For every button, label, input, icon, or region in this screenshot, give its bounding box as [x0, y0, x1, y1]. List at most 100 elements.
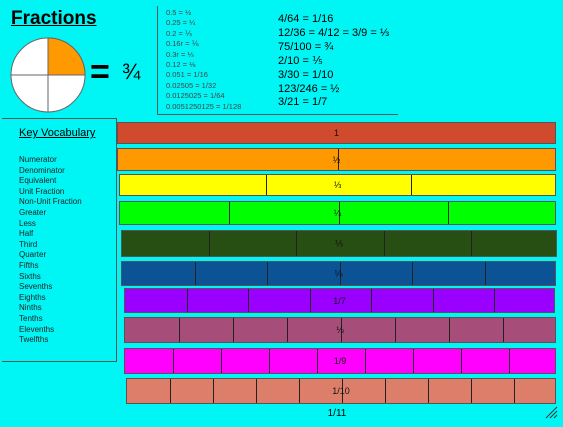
bar-divider	[342, 379, 343, 403]
decimal-equivalent: 0.0051250125 = 1/128	[166, 101, 242, 111]
equivalent-fractions-list: 4/64 = 1/16 12/36 = 4/12 = 3/9 = ⅓ 75/100 …	[278, 13, 389, 110]
decimal-equivalent: 0.12 = ⅛	[166, 60, 196, 69]
fraction-bar: ⅓	[119, 174, 556, 196]
fraction-bar-label: 1/7	[333, 295, 346, 306]
decimal-equivalent: 0.5 = ½	[166, 8, 192, 17]
bar-divider	[256, 379, 257, 403]
decimal-equivalent: 0.2 = ⅕	[166, 28, 193, 38]
equivalent-fraction: 75/100 = ¾	[278, 40, 334, 53]
bar-divider	[449, 318, 450, 342]
vocabulary-item: Ninths	[19, 303, 42, 313]
bar-divider	[509, 349, 510, 373]
fraction-bar-label: ⅕	[334, 238, 344, 248]
bar-divider	[484, 262, 486, 285]
bar-divider	[233, 318, 234, 342]
bar-divider	[209, 231, 211, 256]
vocabulary-item: Sixths	[19, 271, 41, 281]
fraction-bar-label: ½	[332, 154, 341, 165]
fraction-bar-label: 1	[333, 128, 339, 138]
vocabulary-item: Numerator	[19, 155, 57, 164]
vocabulary-title: Key Vocabulary	[19, 127, 96, 139]
decimal-equivalent: 0.16r = ⅙	[166, 39, 199, 49]
vocabulary-list: Numerator Denominator Equivalent Unit Fract…	[19, 155, 82, 346]
fraction-bar: ⅛	[124, 317, 556, 343]
bar-divider	[179, 318, 180, 342]
bar-divider	[470, 231, 472, 256]
fraction-bar-label: ⅙	[334, 268, 343, 278]
vocabulary-item: Non-Unit Fraction	[19, 197, 82, 207]
bar-divider	[503, 318, 504, 342]
bar-divider	[447, 202, 449, 224]
vocabulary-item: Sevenths	[19, 282, 53, 292]
bar-divider	[385, 379, 386, 403]
vocabulary-item: Quarter	[19, 250, 47, 260]
vocabulary-item: Less	[19, 218, 36, 228]
bar-divider	[413, 349, 414, 373]
equals-sign: =	[90, 53, 110, 91]
quarter-pie-chart	[10, 37, 86, 113]
vocabulary-item: Fifths	[19, 260, 39, 270]
fraction-bar: 1/7	[124, 288, 555, 313]
fraction-bar-label: ¼	[333, 208, 342, 218]
decimal-equivalent: 0.3r = ⅓	[166, 49, 194, 59]
fraction-bar: ⅙	[121, 261, 556, 286]
decimal-equivalent: 0.02505 = 1/32	[166, 80, 217, 90]
bar-divider	[383, 231, 385, 256]
bar-divider	[339, 262, 341, 285]
equivalent-fraction: 2/10 = ⅕	[278, 54, 323, 67]
bar-divider	[194, 262, 196, 285]
fraction-bar-label: 1/10	[332, 386, 350, 396]
fraction-bar: ½	[117, 148, 556, 171]
bar-divider	[395, 318, 396, 342]
fraction-bar: 1/9	[124, 348, 556, 374]
decimal-equivalent: 0.051 = 1/16	[166, 70, 208, 80]
equivalent-fraction: 3/21 = 1/7	[278, 96, 328, 109]
bar-divider	[494, 289, 496, 312]
bar-divider	[341, 318, 342, 342]
vocabulary-item: Tenths	[19, 313, 43, 323]
equivalent-fraction: 4/64 = 1/16	[278, 13, 334, 25]
bar-divider	[173, 349, 174, 373]
bar-divider	[317, 349, 318, 373]
bar-divider	[170, 379, 171, 403]
fraction-bar-label: 1/9	[333, 356, 347, 366]
bar-divider	[371, 289, 373, 312]
vocabulary-item: Elevenths	[19, 324, 55, 334]
bar-divider	[186, 289, 188, 312]
vocabulary-item: Eighths	[19, 292, 46, 302]
bar-divider	[461, 349, 462, 373]
resize-handle-icon[interactable]	[544, 405, 558, 419]
bar-divider	[287, 318, 288, 342]
decimal-equivalent: 0.0125025 = 1/64	[166, 91, 225, 101]
bar-divider	[248, 289, 250, 312]
bar-divider	[338, 202, 340, 224]
bar-divider	[411, 175, 413, 195]
bar-divider	[337, 149, 339, 170]
vocabulary-item: Third	[19, 239, 38, 249]
vocabulary-item: Unit Fraction	[19, 186, 65, 196]
eleventh-label: 1/11	[327, 408, 347, 419]
bar-divider	[229, 202, 231, 224]
bar-divider	[269, 349, 270, 373]
pie-filled-quarter	[47, 37, 86, 76]
bar-divider	[514, 379, 515, 403]
bar-divider	[296, 231, 298, 256]
vocabulary-item: Twelfths	[19, 335, 49, 345]
bar-divider	[299, 379, 300, 403]
bar-divider	[365, 349, 366, 373]
bar-divider	[265, 175, 267, 195]
fraction-bar: 1	[117, 122, 556, 144]
equivalent-fraction: 12/36 = 4/12 = 3/9 = ⅓	[278, 26, 390, 39]
bar-divider	[267, 262, 268, 285]
fraction-bar-label: ⅛	[336, 325, 344, 335]
bar-divider	[213, 379, 214, 403]
vocabulary-item: Denominator	[19, 165, 65, 175]
key-vocabulary-panel: Key Vocabulary Numerator Denominator Equiv…	[2, 118, 117, 362]
bar-divider	[428, 379, 429, 403]
equivalent-fraction: 123/246 = ½	[278, 82, 340, 95]
fraction-bar-label: ⅓	[333, 180, 342, 190]
page-title: Fractions	[11, 8, 97, 29]
bar-divider	[471, 379, 472, 403]
fraction-bar: 1/10	[126, 378, 556, 404]
bar-divider	[432, 289, 434, 312]
